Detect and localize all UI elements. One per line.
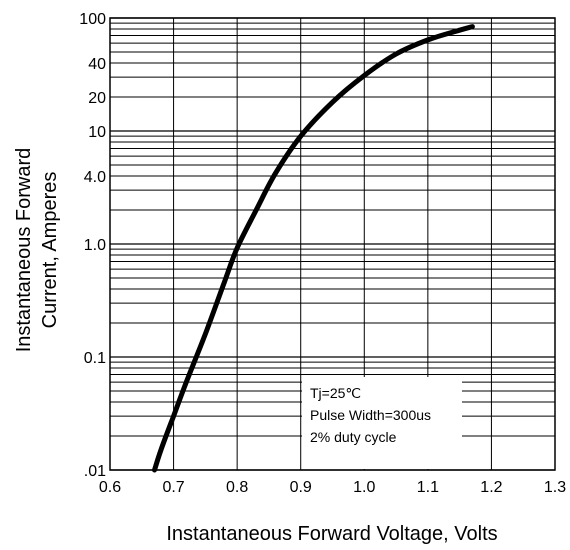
forward-current-curve [152, 24, 475, 473]
x-axis-label: Instantaneous Forward Voltage, Volts [166, 523, 497, 545]
y-axis-label-line-1: Instantaneous Forward [13, 148, 35, 353]
y-tick-label: 100 [79, 11, 106, 28]
annotation-box: Tj=25℃ Pulse Width=300us 2% duty cycle [302, 377, 462, 469]
y-axis-label-line-2: Current, Amperes [39, 172, 61, 329]
y-tick-label: 40 [88, 56, 106, 73]
y-tick-label: 0.1 [84, 350, 106, 367]
annotation-line-2: Pulse Width=300us [310, 407, 431, 423]
annotation-line-1: Tj=25℃ [310, 385, 361, 401]
y-tick-label: 20 [88, 90, 106, 107]
y-tick-label: 10 [88, 124, 106, 141]
x-tick-label: 0.7 [162, 479, 184, 496]
x-tick-label: 0.6 [99, 479, 121, 496]
x-tick-label: 1.3 [544, 479, 566, 496]
plot-frame [109, 17, 556, 471]
y-tick-label: .01 [84, 463, 106, 480]
x-tick-label: 1.0 [353, 479, 375, 496]
y-tick-label: 4.0 [84, 169, 106, 186]
y-tick-label: 1.0 [84, 237, 106, 254]
x-tick-label: 1.1 [417, 479, 439, 496]
tick-labels: 0.6 0.7 0.8 0.9 1.0 1.1 1.2 1.3 100 40 20 10 4.0 1.0 0… [79, 11, 566, 496]
annotation-line-3: 2% duty cycle [310, 429, 397, 445]
x-tick-label: 0.9 [290, 479, 312, 496]
x-tick-label: 1.2 [480, 479, 502, 496]
annotation-background [302, 377, 462, 469]
x-tick-label: 0.8 [226, 479, 248, 496]
